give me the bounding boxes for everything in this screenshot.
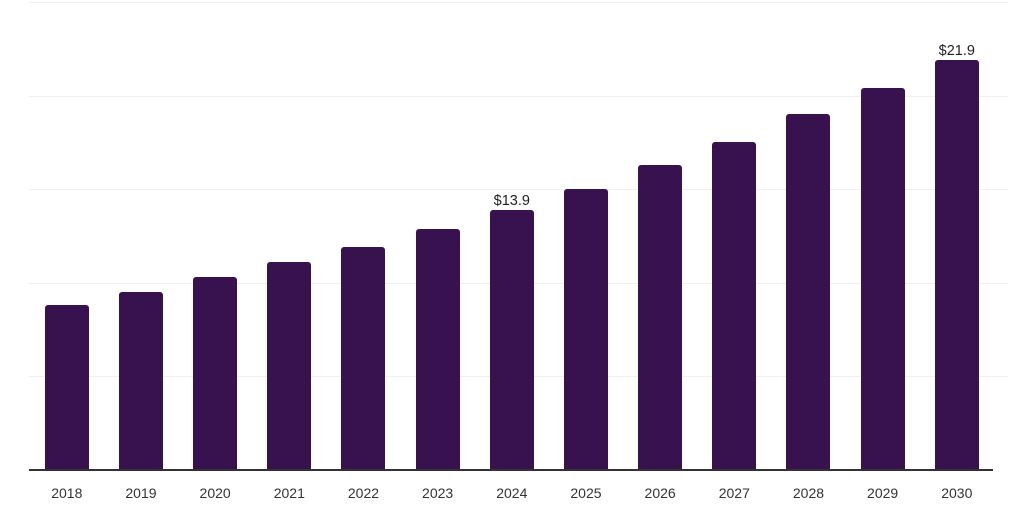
bar-2026 [638, 164, 683, 470]
x-tick-label-2027: 2027 [718, 485, 750, 501]
x-tick-label-2024: 2024 [496, 485, 528, 501]
bar-value-label-2024: $13.9 [493, 192, 530, 209]
bar-2018 [44, 305, 89, 470]
bar-value-label-2030: $21.9 [938, 43, 975, 60]
x-tick-label-2025: 2025 [570, 485, 602, 501]
bar-2022 [341, 247, 386, 470]
bar-2027 [712, 142, 757, 470]
x-tick-label-2028: 2028 [792, 485, 825, 501]
x-tick-label-2022: 2022 [347, 485, 380, 501]
x-tick-label-2030: 2030 [941, 485, 973, 501]
bar-2019 [118, 292, 163, 470]
gridline [29, 2, 1008, 3]
x-tick-label-2020: 2020 [199, 485, 231, 501]
bar-2020 [193, 277, 238, 470]
bar-2025 [563, 189, 608, 470]
bar-2029 [860, 88, 905, 470]
gridline [29, 189, 1008, 191]
gridline [29, 95, 1008, 97]
x-axis-line [29, 469, 993, 471]
bar-2021 [267, 262, 312, 470]
bar-2028 [786, 114, 831, 470]
x-tick-label-2023: 2023 [422, 485, 454, 501]
x-tick-label-2018: 2018 [51, 485, 83, 501]
bar-2030 [934, 60, 979, 470]
x-tick-label-2029: 2029 [867, 485, 899, 501]
x-tick-label-2021: 2021 [273, 485, 305, 501]
x-tick-label-2019: 2019 [125, 485, 157, 501]
bar-2023 [415, 228, 460, 470]
x-tick-label-2026: 2026 [644, 485, 676, 501]
bar-2024 [489, 209, 534, 470]
